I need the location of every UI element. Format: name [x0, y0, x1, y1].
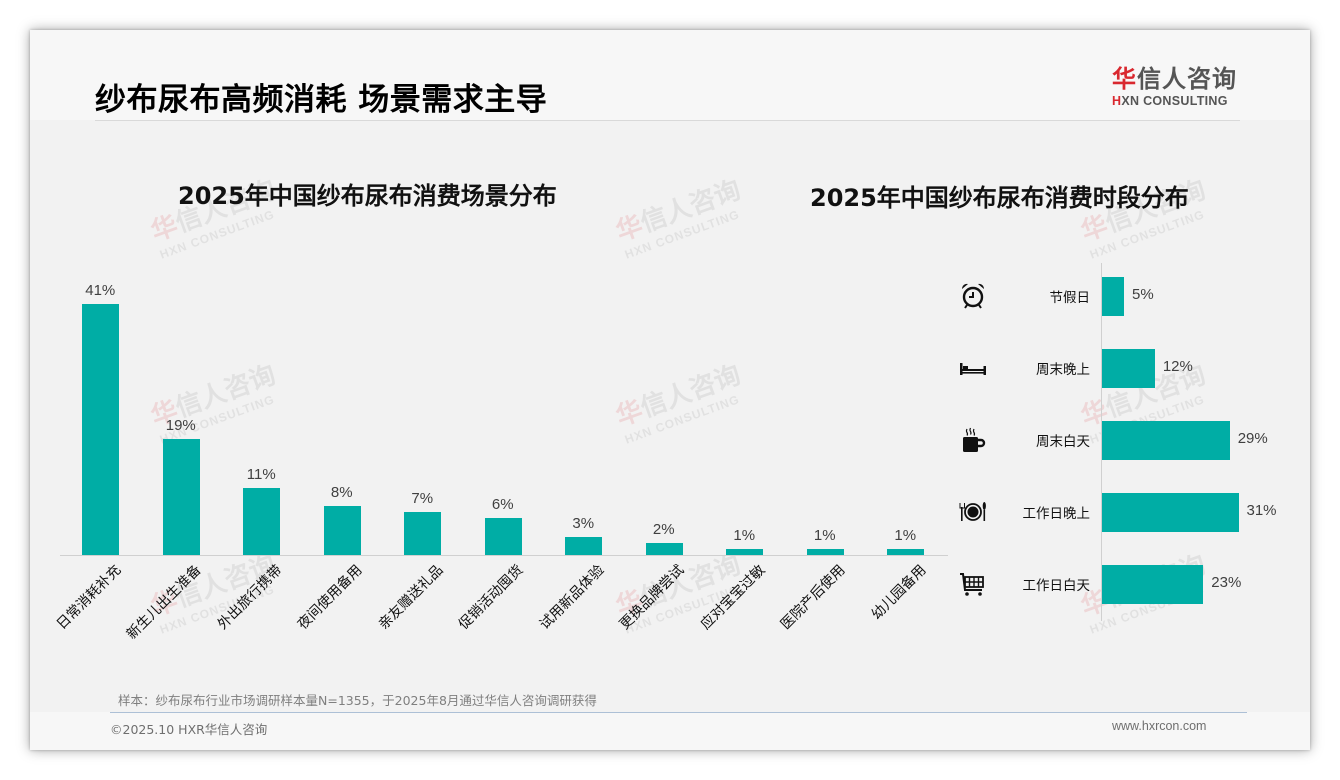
bar-group: 1% [785, 260, 866, 556]
bar [162, 438, 200, 555]
bar-value-label: 6% [491, 496, 514, 514]
bar [565, 536, 602, 555]
bar-group: 19% [141, 260, 222, 556]
scene-chart-title: 2025年中国纱布尿布消费场景分布 [178, 182, 557, 210]
y-axis-line [1101, 263, 1102, 621]
bar-group: 2% [624, 260, 705, 556]
logo-cn-text: 信人咨询 [1137, 65, 1237, 93]
bar-group: 3% [543, 260, 624, 556]
bar-value-label: 41% [85, 282, 116, 299]
title-divider [95, 120, 1240, 121]
bar-row: 节假日 5% [950, 260, 1290, 332]
bar [1102, 565, 1204, 604]
alarm-clock-icon [956, 280, 990, 312]
shopping-cart-icon [956, 568, 990, 600]
bar-value-label: 3% [572, 514, 595, 532]
category-label: 工作日晚上 [1022, 506, 1091, 522]
bed-icon [956, 352, 990, 384]
bar-value-label: 1% [813, 526, 836, 544]
bar-value-label: 8% [330, 484, 353, 502]
bar [404, 512, 441, 555]
bar-group: 11% [221, 260, 302, 556]
bar-group: 1% [704, 260, 785, 556]
sample-note: 样本：纱布尿布行业市场调研样本量N=1355，于2025年8月通过华信人咨询调研… [118, 693, 597, 708]
bar-group: 41% [60, 260, 141, 556]
bar [806, 548, 844, 555]
bar-row: 周末白天 29% [950, 404, 1290, 476]
category-label: 周末晚上 [1036, 362, 1090, 378]
bar [1102, 493, 1239, 532]
bar [484, 518, 522, 555]
logo-en-text: XN CONSULTING [1121, 94, 1228, 108]
bar-row: 周末晚上 12% [950, 332, 1290, 404]
coffee-mug-icon [956, 424, 990, 456]
bar-value-label: 31% [1246, 502, 1277, 519]
slide: 纱布尿布高频消耗 场景需求主导 华信人咨询 HXN CONSULTING 华信人… [30, 30, 1310, 750]
time-chart-title: 2025年中国纱布尿布消费时段分布 [810, 184, 1189, 212]
bar [1102, 349, 1155, 388]
time-bar-chart: 节假日 5% 周末晚上 12% 周末白天 29% 工作日晚上 31% 工作日白天 23% [950, 260, 1290, 622]
company-logo: 华信人咨询 HXN CONSULTING [1112, 64, 1242, 108]
bar-value-label: 1% [894, 526, 917, 544]
bar-group: 7% [382, 260, 463, 556]
bar-row: 工作日白天 23% [950, 548, 1290, 620]
bar [887, 548, 924, 555]
bar [243, 487, 280, 555]
bar-value-label: 29% [1237, 430, 1268, 447]
bar-group: 6% [463, 260, 544, 556]
bar [323, 506, 361, 555]
bar-row: 工作日晚上 31% [950, 476, 1290, 548]
copyright: ©2025.10 HXR华信人咨询 [110, 722, 268, 737]
bar-value-label: 23% [1211, 574, 1242, 591]
bar-value-label: 7% [411, 490, 434, 508]
bar-value-label: 12% [1162, 358, 1193, 375]
bar-value-label: 2% [652, 520, 675, 538]
bar [1102, 421, 1230, 460]
content-background [30, 120, 1310, 712]
website-link[interactable]: www.hxrcon.com [1112, 719, 1207, 733]
category-label: 节假日 [1049, 290, 1091, 306]
bar-value-label: 11% [246, 465, 276, 483]
logo-cn-red: 华 [1112, 65, 1137, 93]
category-label: 工作日白天 [1022, 578, 1091, 594]
bar-value-label: 1% [733, 526, 756, 544]
scene-bar-chart: 41% 19% 11% 8% 7% 6% 3% 2% 1% 1% 1% [60, 260, 948, 556]
x-axis-line [60, 555, 948, 556]
bar-group: 1% [865, 260, 946, 556]
bar-value-label: 19% [165, 416, 196, 434]
logo-en-red: H [1112, 94, 1122, 108]
footer-divider [110, 712, 1247, 713]
bar [645, 542, 683, 555]
category-label: 周末白天 [1036, 434, 1090, 450]
bar-group: 8% [302, 260, 383, 556]
plate-fork-knife-icon [956, 496, 990, 528]
bar [726, 548, 763, 555]
bar [82, 304, 119, 555]
bar-value-label: 5% [1132, 286, 1154, 303]
page-title: 纱布尿布高频消耗 场景需求主导 [95, 82, 548, 118]
bar [1102, 277, 1125, 316]
